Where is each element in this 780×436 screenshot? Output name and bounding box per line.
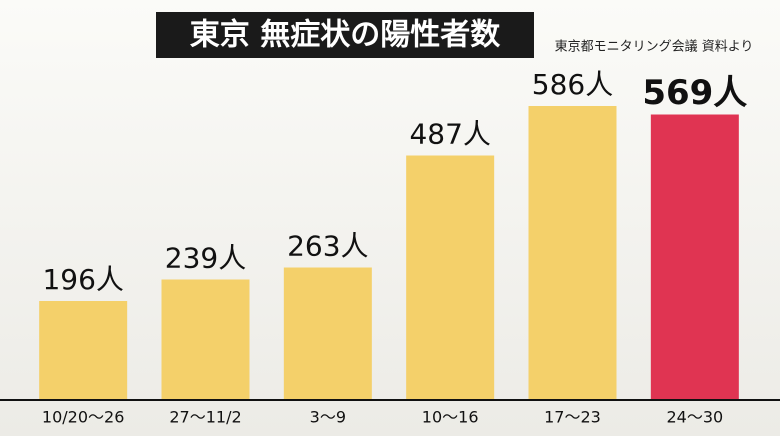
x-tick-label: 10～16 <box>422 408 479 427</box>
bar <box>39 301 128 399</box>
x-tick-label: 10/20～26 <box>42 408 124 427</box>
x-tick-label: 3～9 <box>310 408 346 427</box>
value-label: 239人 <box>165 242 246 275</box>
value-label: 487人 <box>409 118 490 151</box>
chart-title: 東京 無症状の陽性者数 <box>190 18 501 53</box>
bar <box>528 106 617 399</box>
x-tick-label: 17～23 <box>544 408 601 427</box>
source-note: 東京都モニタリング会議 資料より <box>555 39 754 55</box>
bar <box>161 279 250 399</box>
value-label: 196人 <box>42 263 123 296</box>
value-label: 569人 <box>642 73 747 113</box>
bar <box>650 114 739 399</box>
bar <box>406 155 495 399</box>
value-label: 586人 <box>532 68 613 101</box>
value-label: 263人 <box>287 230 368 263</box>
x-tick-label: 27～11/2 <box>169 408 241 427</box>
x-tick-label: 24～30 <box>666 408 723 427</box>
title-box <box>156 12 534 58</box>
bar <box>283 267 372 399</box>
